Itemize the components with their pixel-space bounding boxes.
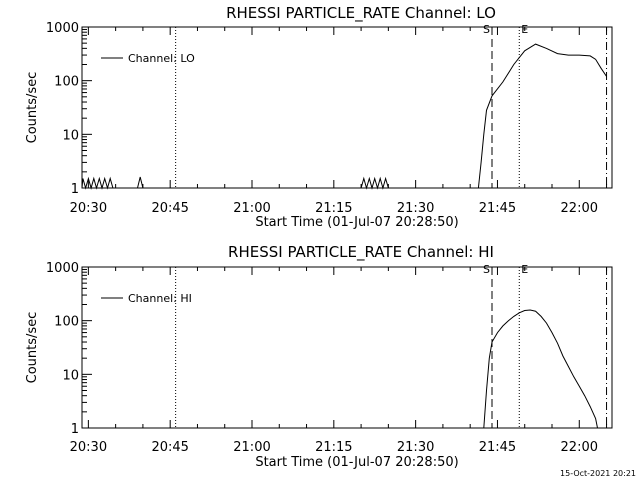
y-axis-label: Counts/sec — [25, 312, 40, 384]
y-tick-label: 100 — [54, 75, 79, 90]
y-tick-label: 1 — [71, 182, 79, 197]
y-axis-label: Counts/sec — [25, 72, 40, 144]
x-tick-label: 22:00 — [561, 201, 598, 216]
x-tick-label: 20:30 — [70, 201, 107, 216]
end-marker-label: E — [521, 263, 528, 276]
chart-title: RHESSI PARTICLE_RATE Channel: HI — [228, 243, 494, 262]
y-tick-label: 10 — [62, 128, 79, 143]
chart-panel-1: RHESSI PARTICLE_RATE Channel: LO 1 10 100 10… — [25, 4, 613, 230]
start-marker-label: S — [483, 263, 490, 276]
chart-title: RHESSI PARTICLE_RATE Channel: LO — [226, 4, 496, 23]
x-tick-label: 21:45 — [479, 440, 516, 455]
y-tick-label: 10 — [62, 368, 79, 383]
data-series-line — [81, 43, 607, 190]
legend-label: Channel: HI — [128, 292, 192, 305]
x-axis-label: Start Time (01-Jul-07 20:28:50) — [255, 215, 458, 230]
x-tick-label: 22:00 — [561, 440, 598, 455]
timestamp-label: 15-Oct-2021 20:21 — [560, 469, 636, 478]
y-tick-label: 1000 — [46, 261, 79, 276]
chart-panel-2: RHESSI PARTICLE_RATE Channel: HI 1 10 100 10… — [25, 243, 613, 470]
legend-label: Channel: LO — [128, 52, 195, 65]
x-tick-label: 21:45 — [479, 201, 516, 216]
y-tick-label: 100 — [54, 315, 79, 330]
data-series-line — [483, 309, 598, 429]
start-marker-label: S — [483, 23, 490, 36]
end-marker-label: E — [521, 23, 528, 36]
x-tick-label: 21:30 — [397, 440, 434, 455]
x-tick-label: 21:30 — [397, 201, 434, 216]
y-tick-label: 1 — [71, 422, 79, 437]
x-tick-label: 20:45 — [151, 440, 188, 455]
x-tick-label: 21:00 — [233, 201, 270, 216]
x-tick-label: 21:15 — [315, 440, 352, 455]
plot-frame — [81, 266, 613, 429]
y-tick-label: 1000 — [46, 21, 79, 36]
x-axis-label: Start Time (01-Jul-07 20:28:50) — [255, 455, 458, 470]
x-tick-label: 20:45 — [151, 201, 188, 216]
x-tick-label: 21:00 — [233, 440, 270, 455]
x-tick-label: 20:30 — [70, 440, 107, 455]
x-tick-label: 21:15 — [315, 201, 352, 216]
